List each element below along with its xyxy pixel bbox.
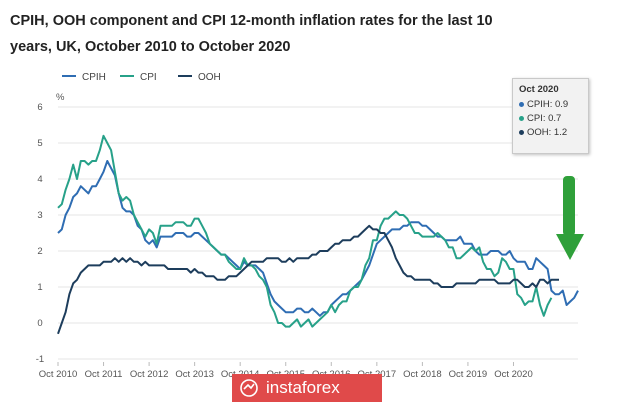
y-tick-label: 4 bbox=[37, 174, 42, 185]
y-tick-label: 6 bbox=[37, 102, 42, 113]
arrow-shaft bbox=[563, 176, 575, 236]
y-tick-label: 3 bbox=[37, 210, 42, 221]
legend-label-cpih: CPIH bbox=[82, 72, 106, 83]
y-tick-label: 1 bbox=[37, 282, 42, 293]
ooh-dot-icon bbox=[519, 129, 524, 135]
y-tick-label: -1 bbox=[36, 354, 44, 365]
green-arrow-icon bbox=[556, 176, 584, 260]
x-tick-label: Oct 2018 bbox=[403, 369, 442, 380]
series-lines bbox=[57, 134, 579, 335]
x-tick-label: Oct 2019 bbox=[449, 369, 488, 380]
series-line-ooh bbox=[57, 224, 559, 335]
gridlines bbox=[58, 106, 578, 360]
x-tick-label: Oct 2020 bbox=[494, 369, 533, 380]
cpi-dot-icon bbox=[519, 115, 524, 121]
x-tick-label: Oct 2010 bbox=[39, 369, 78, 380]
tooltip-row-text: OOH: 1.2 bbox=[527, 127, 568, 138]
y-axis-unit: % bbox=[56, 92, 65, 103]
x-tick-label: Oct 2013 bbox=[175, 369, 214, 380]
y-tick-label: 2 bbox=[37, 246, 42, 257]
watermark-banner: instaforex bbox=[232, 374, 382, 402]
chart-title: CPIH, OOH component and CPI 12-month inf… bbox=[10, 13, 493, 55]
tooltip-box: Oct 2020 CPIH: 0.9 CPI: 0.7 OOH: 1.2 bbox=[512, 78, 589, 154]
y-tick-label: 5 bbox=[37, 138, 42, 149]
arrow-head bbox=[556, 234, 584, 260]
series-line-cpih bbox=[57, 160, 579, 317]
tooltip-row-cpih: CPIH: 0.9 bbox=[519, 98, 582, 112]
tooltip-header: Oct 2020 bbox=[519, 84, 559, 95]
legend-label-ooh: OOH bbox=[198, 72, 221, 83]
series-line-cpi bbox=[57, 134, 553, 328]
x-tick-label: Oct 2012 bbox=[130, 369, 169, 380]
y-axis-ticks: -1 0 1 2 3 4 5 6 bbox=[36, 102, 44, 365]
y-tick-label: 0 bbox=[37, 318, 42, 329]
instaforex-logo-icon bbox=[240, 379, 258, 397]
legend-label-cpi: CPI bbox=[140, 72, 157, 83]
legend: CPIH CPI OOH bbox=[62, 72, 221, 83]
tooltip-row-ooh: OOH: 1.2 bbox=[519, 126, 582, 140]
x-tick-label: Oct 2011 bbox=[85, 369, 123, 380]
watermark-text: instaforex bbox=[266, 378, 340, 397]
tooltip-row-text: CPIH: 0.9 bbox=[527, 99, 569, 110]
tooltip-row-text: CPI: 0.7 bbox=[527, 113, 562, 124]
tooltip-row-cpi: CPI: 0.7 bbox=[519, 112, 582, 126]
cpih-dot-icon bbox=[519, 101, 524, 107]
